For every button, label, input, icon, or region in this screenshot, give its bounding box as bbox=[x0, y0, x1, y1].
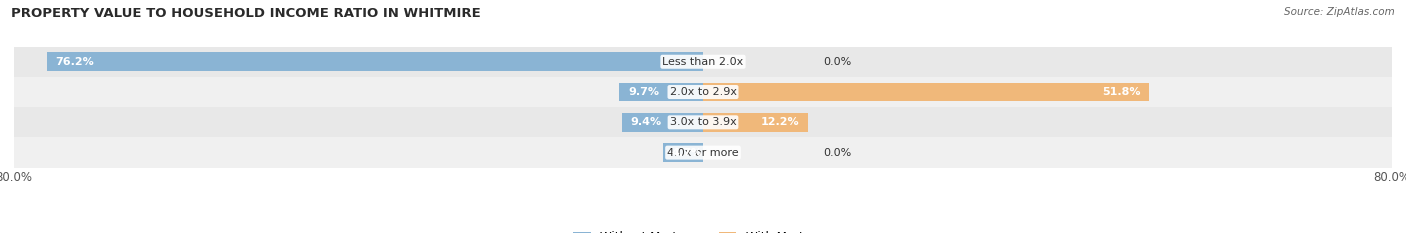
Text: 9.7%: 9.7% bbox=[628, 87, 659, 97]
Text: Source: ZipAtlas.com: Source: ZipAtlas.com bbox=[1284, 7, 1395, 17]
Bar bbox=[14, 77, 1392, 107]
Bar bbox=[620, 83, 703, 101]
Bar bbox=[14, 107, 1392, 137]
Bar bbox=[14, 47, 1392, 77]
Bar bbox=[46, 52, 703, 71]
Text: 51.8%: 51.8% bbox=[1102, 87, 1140, 97]
Legend: Without Mortgage, With Mortgage: Without Mortgage, With Mortgage bbox=[568, 227, 838, 233]
Bar bbox=[703, 113, 808, 132]
Text: 0.0%: 0.0% bbox=[824, 57, 852, 67]
Text: 4.7%: 4.7% bbox=[671, 148, 702, 158]
Text: Less than 2.0x: Less than 2.0x bbox=[662, 57, 744, 67]
Bar bbox=[14, 137, 1392, 168]
Text: 76.2%: 76.2% bbox=[55, 57, 94, 67]
Text: PROPERTY VALUE TO HOUSEHOLD INCOME RATIO IN WHITMIRE: PROPERTY VALUE TO HOUSEHOLD INCOME RATIO… bbox=[11, 7, 481, 20]
Text: 12.2%: 12.2% bbox=[761, 117, 800, 127]
Bar bbox=[662, 143, 703, 162]
Text: 4.0x or more: 4.0x or more bbox=[668, 148, 738, 158]
Text: 9.4%: 9.4% bbox=[631, 117, 662, 127]
Text: 0.0%: 0.0% bbox=[824, 148, 852, 158]
Text: 2.0x to 2.9x: 2.0x to 2.9x bbox=[669, 87, 737, 97]
Bar bbox=[703, 83, 1149, 101]
Text: 3.0x to 3.9x: 3.0x to 3.9x bbox=[669, 117, 737, 127]
Bar bbox=[621, 113, 703, 132]
